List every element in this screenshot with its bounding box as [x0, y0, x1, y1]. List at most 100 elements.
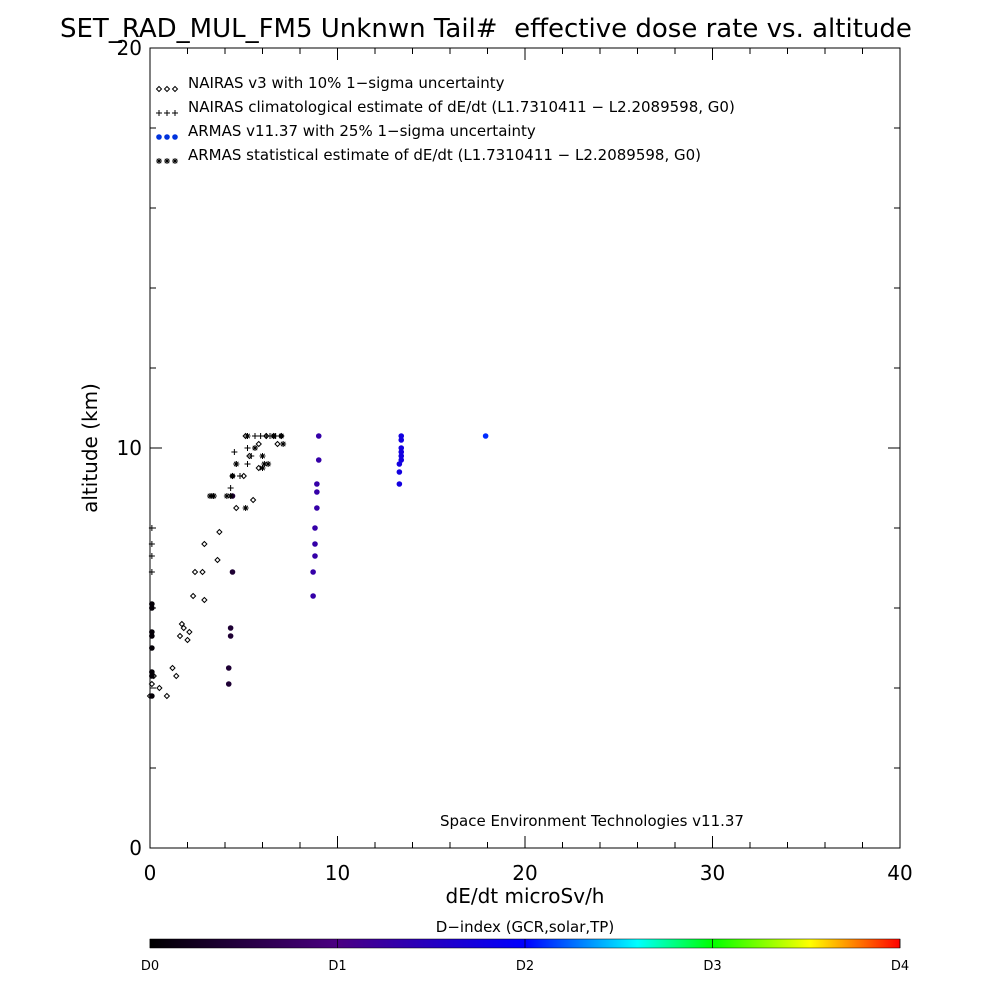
- data-point: [149, 669, 155, 675]
- data-point: [312, 541, 318, 547]
- data-point: [255, 440, 262, 448]
- data-point: [312, 553, 318, 559]
- data-point: [156, 684, 163, 692]
- data-point: [233, 504, 240, 512]
- plot-area: [149, 47, 901, 849]
- data-point: [169, 664, 176, 672]
- data-point: [231, 449, 238, 455]
- colorbar-label: D2: [516, 959, 534, 974]
- data-point: [242, 505, 249, 511]
- data-point: [180, 624, 187, 632]
- legend-label: ARMAS statistical estimate of dE/dt (L1.…: [188, 146, 701, 164]
- data-point: [252, 433, 258, 439]
- data-point: [149, 633, 155, 639]
- legend-marker: [155, 85, 163, 93]
- legend-marker: [163, 85, 171, 93]
- data-point: [149, 673, 155, 679]
- data-point: [227, 625, 234, 631]
- data-point: [148, 569, 155, 575]
- x-axis-label: dE/dt microSv/h: [446, 884, 605, 908]
- data-point: [259, 453, 266, 459]
- credit-text: Space Environment Technologies v11.37: [440, 812, 744, 830]
- data-point: [398, 449, 405, 455]
- legend-marker: [164, 134, 170, 140]
- data-point: [315, 457, 322, 463]
- legend-marker: [172, 110, 178, 116]
- data-point: [178, 620, 186, 628]
- data-point: [148, 680, 156, 688]
- data-point: [255, 464, 262, 472]
- data-point: [214, 556, 221, 564]
- y-axis-label: altitude (km): [78, 383, 102, 513]
- data-point: [199, 568, 206, 576]
- colorbar-label: D0: [141, 959, 159, 974]
- data-point: [229, 569, 236, 575]
- y-tick-label: 20: [117, 36, 142, 60]
- data-point: [216, 528, 223, 536]
- data-point: [176, 632, 184, 640]
- data-point: [278, 433, 285, 439]
- data-point: [244, 433, 251, 439]
- data-point: [149, 629, 155, 635]
- data-point: [148, 553, 155, 559]
- axis-ticks: [149, 47, 901, 849]
- data-point: [244, 445, 251, 451]
- legend-marker: [172, 134, 178, 140]
- data-point: [280, 441, 287, 447]
- legend-marker: [164, 158, 170, 164]
- data-point: [240, 472, 247, 480]
- data-point: [314, 481, 320, 487]
- colorbar-label: D3: [703, 959, 721, 974]
- data-point: [201, 540, 208, 548]
- data-point: [163, 692, 171, 700]
- data-point: [396, 481, 403, 487]
- data-point: [149, 605, 155, 611]
- data-point: [225, 665, 232, 671]
- data-point: [237, 473, 243, 479]
- data-point: [184, 636, 191, 644]
- data-point: [186, 628, 193, 636]
- data-point: [310, 569, 316, 575]
- data-point: [314, 489, 320, 495]
- legend-marker: [156, 158, 162, 164]
- data-point: [274, 440, 281, 448]
- x-tick-label: 20: [512, 861, 537, 885]
- data-point: [396, 469, 403, 475]
- data-point: [149, 645, 155, 651]
- legend-marker: [156, 134, 162, 140]
- legend-marker: [164, 110, 170, 116]
- legend-label: ARMAS v11.37 with 25% 1−sigma uncertaint…: [188, 122, 536, 140]
- chart-title: SET_RAD_MUL_FM5 Unknwn Tail# effective d…: [60, 14, 912, 44]
- data-point: [265, 461, 272, 467]
- data-point: [398, 445, 405, 451]
- data-point: [149, 693, 155, 699]
- colorbar-labels: D0 D1 D2 D3 D4: [141, 939, 909, 974]
- data-point: [233, 461, 240, 467]
- data-point: [189, 592, 197, 600]
- data-point: [252, 445, 258, 451]
- legend-label: NAIRAS climatological estimate of dE/dt …: [188, 98, 735, 116]
- legend-label: NAIRAS v3 with 10% 1−sigma uncertainty: [188, 74, 505, 92]
- data-point: [191, 568, 199, 576]
- data-point: [261, 461, 268, 467]
- legend-marker: [172, 158, 178, 164]
- data-point: [398, 433, 405, 439]
- data-point: [227, 633, 234, 639]
- data-point: [259, 465, 266, 471]
- data-point: [173, 672, 180, 680]
- legend: NAIRAS v3 with 10% 1−sigma uncertainty NA…: [155, 74, 735, 164]
- y-tick-label: 0: [129, 836, 142, 860]
- data-point: [257, 433, 264, 439]
- data-point: [398, 453, 405, 459]
- data-point: [244, 461, 251, 467]
- data-point: [315, 433, 322, 439]
- data-points: [146, 432, 489, 700]
- colorbar-label: D1: [328, 959, 346, 974]
- data-point: [227, 493, 234, 499]
- axis-tick-labels: 0 10 20 30 40 0 10 20: [117, 36, 913, 885]
- legend-marker: [171, 85, 179, 93]
- data-point: [482, 433, 489, 439]
- data-point: [149, 601, 155, 607]
- data-point: [148, 525, 155, 531]
